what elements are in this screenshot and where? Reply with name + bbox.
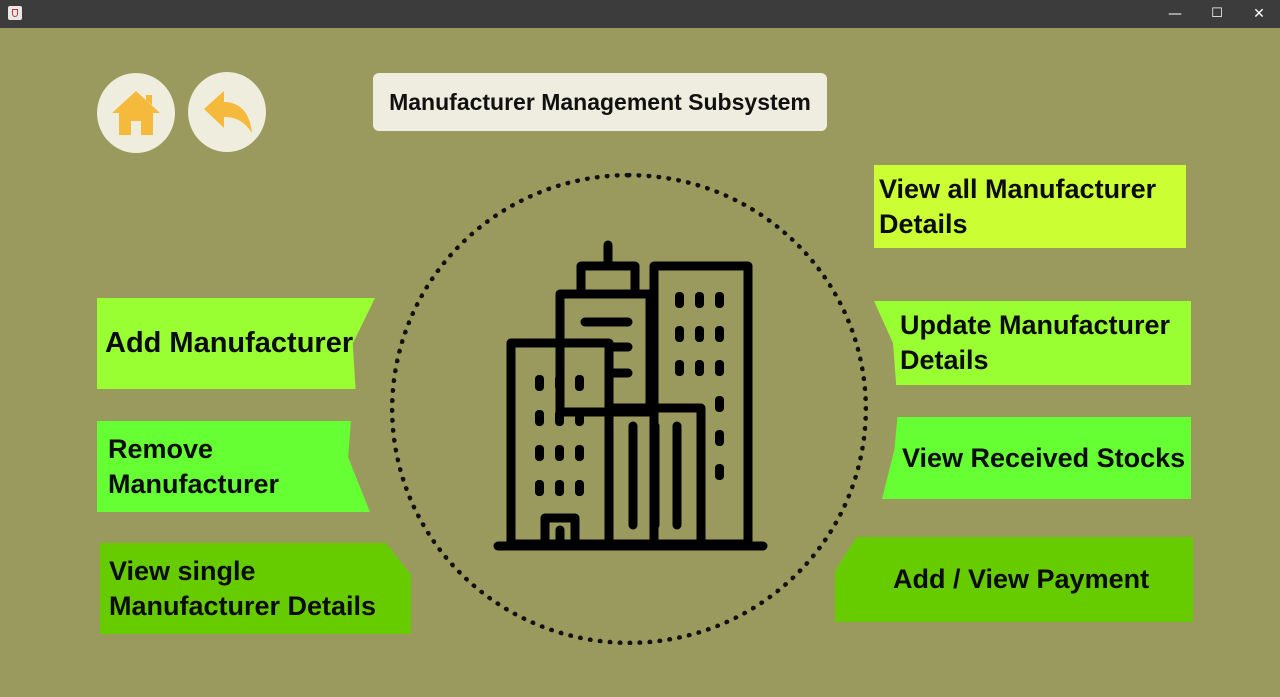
office-building-icon <box>493 240 768 551</box>
back-arrow-icon <box>204 91 252 133</box>
view-single-label-line2: Manufacturer Details <box>109 590 377 621</box>
add-manufacturer-button[interactable]: Add Manufacturer <box>97 298 375 389</box>
add-view-payment-button[interactable]: Add / View Payment <box>835 537 1193 622</box>
remove-manufacturer-label-line2: Manufacturer <box>108 468 280 499</box>
update-manufacturer-button[interactable]: Update Manufacturer Details <box>874 301 1191 385</box>
add-view-payment-label: Add / View Payment <box>893 564 1150 594</box>
view-received-stocks-button[interactable]: View Received Stocks <box>882 417 1191 499</box>
window-titlebar: — ☐ ✕ <box>0 0 1280 28</box>
add-manufacturer-label: Add Manufacturer <box>105 327 354 359</box>
home-icon <box>112 91 160 135</box>
view-received-stocks-label: View Received Stocks <box>902 442 1186 473</box>
page-title: Manufacturer Management Subsystem <box>373 73 827 131</box>
minimize-button[interactable]: — <box>1168 6 1182 22</box>
home-button[interactable] <box>97 73 175 153</box>
remove-manufacturer-button[interactable]: Remove Manufacturer <box>97 421 370 512</box>
java-app-icon <box>8 6 22 20</box>
view-all-manufacturers-button[interactable]: View all Manufacturer Details <box>874 165 1186 248</box>
view-single-manufacturer-button[interactable]: View single Manufacturer Details <box>100 543 411 634</box>
maximize-button[interactable]: ☐ <box>1211 6 1223 21</box>
view-single-label-line1: View single <box>109 555 256 586</box>
close-button[interactable]: ✕ <box>1253 6 1265 22</box>
page-title-text: Manufacturer Management Subsystem <box>389 88 811 115</box>
remove-manufacturer-label-line1: Remove <box>108 433 214 464</box>
dotted-circle <box>390 173 868 645</box>
update-label-line2: Details <box>900 345 989 375</box>
back-button[interactable] <box>188 72 266 152</box>
view-all-label-line1: View all Manufacturer <box>879 173 1157 204</box>
update-label-line1: Update Manufacturer <box>900 310 1171 340</box>
view-all-label-line2: Details <box>879 208 968 239</box>
